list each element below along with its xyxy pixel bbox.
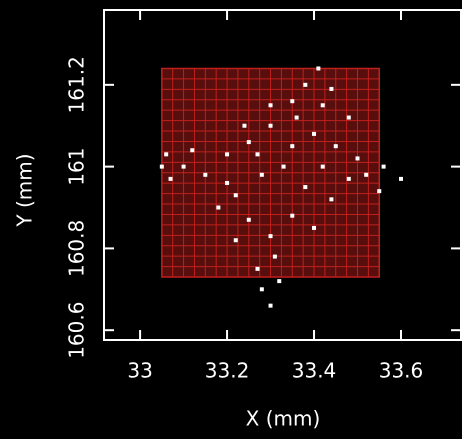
point (225, 152, 229, 156)
point (321, 165, 325, 169)
y-axis-label: Y (mm) (13, 153, 37, 227)
y-tick-label: 161 (65, 148, 89, 186)
point (347, 177, 351, 181)
point (269, 124, 273, 128)
point (316, 66, 320, 70)
point (260, 173, 264, 177)
point (164, 152, 168, 156)
point (247, 218, 251, 222)
point (269, 103, 273, 107)
point (347, 116, 351, 120)
point (247, 140, 251, 144)
chart: X (mm) Y (mm) 33 33.2 33.4 33.6 160.6 160.8 16… (0, 0, 462, 439)
point (190, 148, 194, 152)
point (290, 214, 294, 218)
point (225, 181, 229, 185)
point (260, 287, 264, 291)
point (282, 165, 286, 169)
point (255, 267, 259, 271)
point (312, 226, 316, 230)
x-tick-label: 33.2 (205, 359, 250, 383)
point (382, 165, 386, 169)
point (295, 116, 299, 120)
x-tick-label: 33.6 (379, 359, 424, 383)
point (242, 124, 246, 128)
point (255, 152, 259, 156)
x-tick-label: 33.4 (292, 359, 337, 383)
point (290, 99, 294, 103)
point (216, 206, 220, 210)
point (203, 173, 207, 177)
y-tick-label: 161.2 (65, 56, 89, 113)
x-tick-label: 33 (127, 359, 152, 383)
point (303, 83, 307, 87)
point (312, 132, 316, 136)
point (160, 165, 164, 169)
page: {"chart_data": {"type": "scatter", "x_la… (0, 0, 462, 439)
point (234, 238, 238, 242)
point (364, 173, 368, 177)
point (277, 279, 281, 283)
point (290, 144, 294, 148)
point (356, 156, 360, 160)
point (399, 177, 403, 181)
point (377, 189, 381, 193)
point (329, 197, 333, 201)
y-tick-label: 160.6 (65, 302, 89, 359)
point (273, 255, 277, 259)
point (269, 304, 273, 308)
point (234, 193, 238, 197)
x-axis-label: X (mm) (246, 407, 321, 431)
point (269, 234, 273, 238)
point (169, 177, 173, 181)
point (329, 87, 333, 91)
point (334, 144, 338, 148)
point (182, 165, 186, 169)
point (303, 185, 307, 189)
point (321, 103, 325, 107)
y-tick-label: 160.8 (65, 220, 89, 277)
